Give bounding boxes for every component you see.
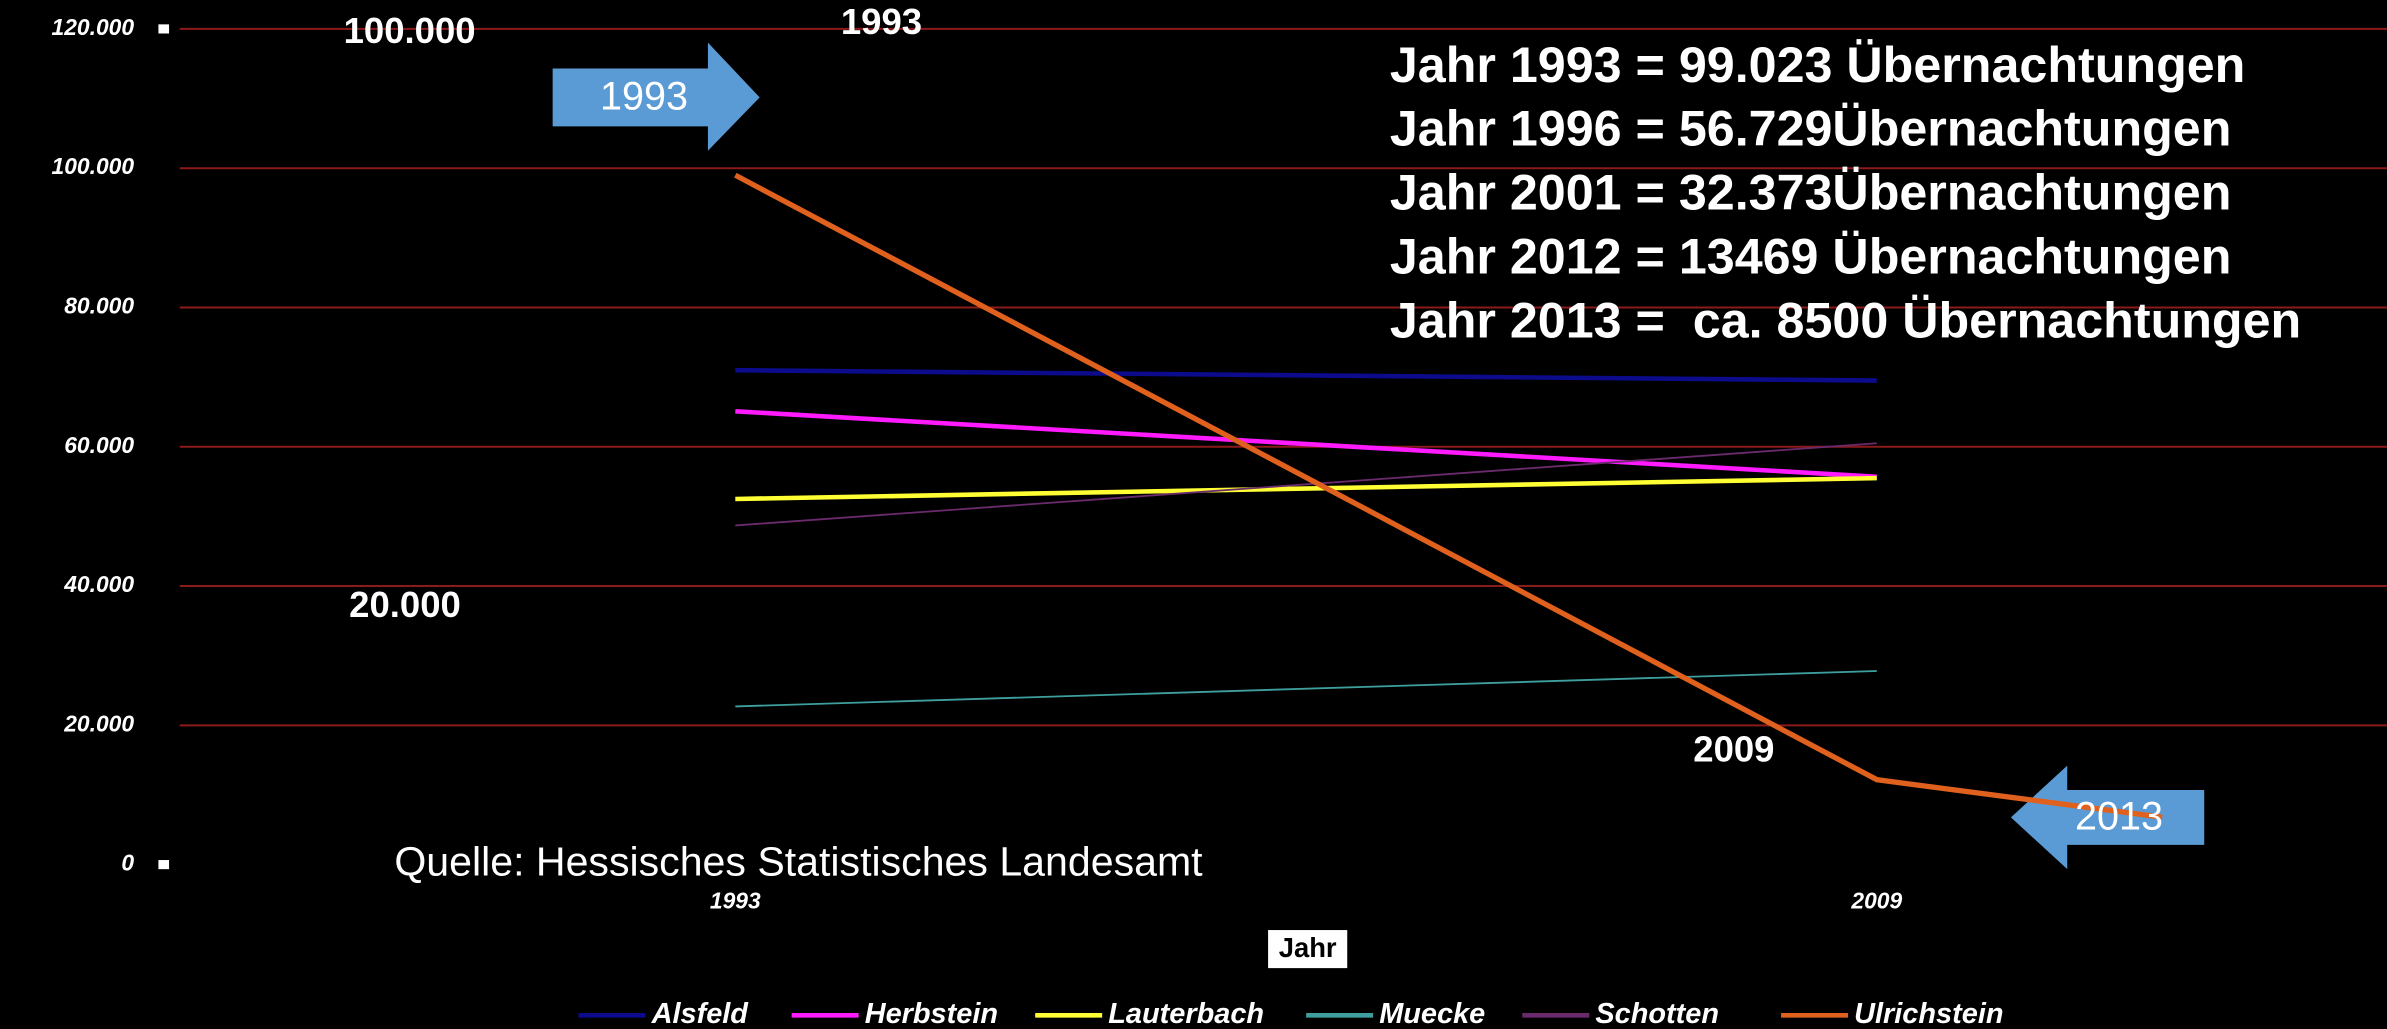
- legend-label: Herbstein: [865, 998, 998, 1029]
- annotation: 100.000: [344, 10, 476, 51]
- series-line: [735, 442, 1877, 527]
- arrow-label: 2013: [2075, 794, 2163, 838]
- legend-label: Ulrichstein: [1854, 998, 2003, 1029]
- x-axis-label: Jahr: [1279, 932, 1337, 963]
- annotation: 20.000: [349, 584, 461, 625]
- y-tick-label: 20.000: [63, 710, 134, 736]
- series-line: [735, 409, 1877, 480]
- legend-label: Alsfeld: [651, 998, 750, 1029]
- y-tick-label: 120.000: [52, 14, 135, 40]
- y-tick-label: 60.000: [64, 432, 134, 458]
- y-tick-label: 80.000: [64, 293, 134, 319]
- info-line: Jahr 2001 = 32.373Übernachtungen: [1390, 165, 2232, 221]
- legend-label: Muecke: [1379, 998, 1485, 1029]
- arrow-label: 1993: [600, 74, 688, 118]
- arrow: [552, 42, 760, 151]
- series-line: [735, 475, 1877, 502]
- y-tick-label: 0: [121, 850, 134, 876]
- legend-label: Schotten: [1595, 998, 1719, 1029]
- x-tick-label: 1993: [710, 888, 761, 914]
- annotation: 1993: [841, 1, 922, 42]
- y-tick-label: 100.000: [52, 153, 135, 179]
- xlabel-box: [1268, 930, 1348, 969]
- series-line: [734, 172, 2163, 820]
- info-line: Jahr 2013 = ca. 8500 Übernachtungen: [1390, 292, 2301, 348]
- axis-marker: [158, 860, 170, 870]
- annotation: 2009: [1693, 729, 1774, 770]
- info-line: Jahr 1996 = 56.729Übernachtungen: [1390, 101, 2232, 157]
- info-line: Jahr 2012 = 13469 Übernachtungen: [1390, 229, 2232, 285]
- axis-marker: [158, 24, 170, 34]
- y-tick-label: 40.000: [63, 571, 134, 597]
- legend-label: Lauterbach: [1108, 998, 1264, 1029]
- x-tick-label: 2009: [1850, 888, 1902, 914]
- info-line: Jahr 1993 = 99.023 Übernachtungen: [1390, 37, 2246, 93]
- arrow: [2010, 765, 2205, 870]
- series-line: [735, 367, 1877, 383]
- source: Quelle: Hessisches Statistisches Landesa…: [394, 838, 1203, 884]
